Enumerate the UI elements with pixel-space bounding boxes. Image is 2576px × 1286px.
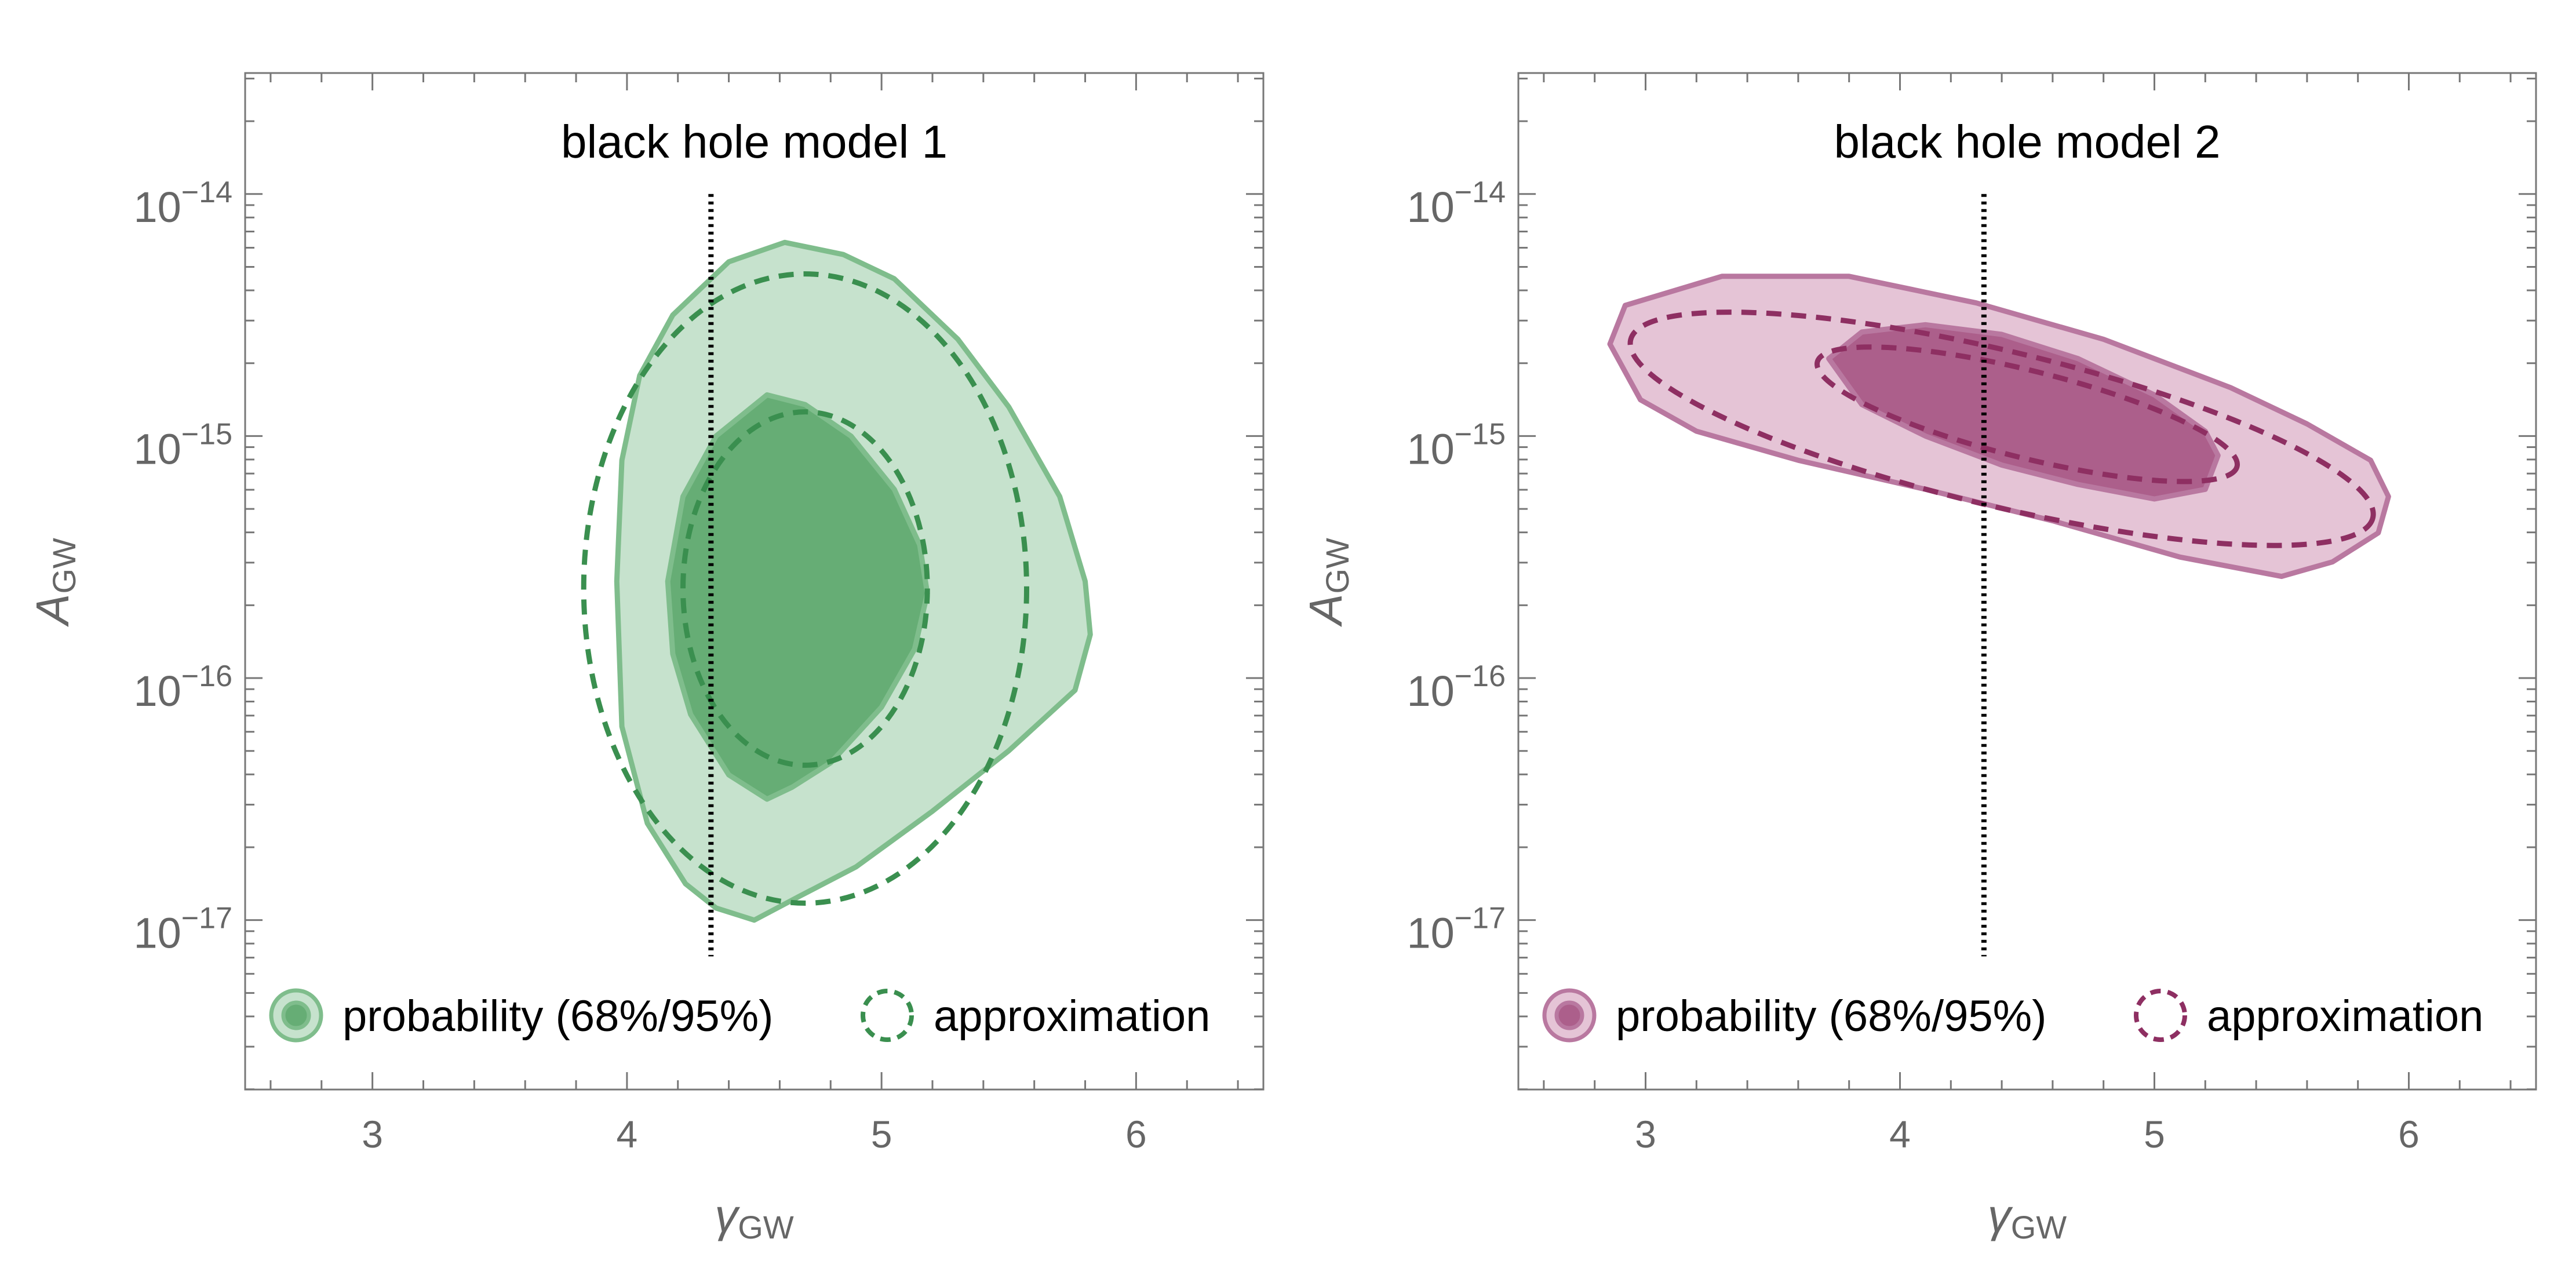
x-tick-label: 3 xyxy=(362,1113,383,1156)
legend-approximation-swatch xyxy=(861,989,914,1042)
x-axis-label: γGW xyxy=(1988,1190,2067,1245)
chart-title: black hole model 2 xyxy=(1834,116,2220,167)
x-tick-label: 5 xyxy=(2144,1113,2165,1156)
x-tick-label: 4 xyxy=(1889,1113,1911,1156)
legend-probability-label: probability (68%/95%) xyxy=(1616,992,2047,1041)
chart-title: black hole model 1 xyxy=(561,116,948,167)
y-tick-label: 10−15 xyxy=(133,417,232,473)
legend: probability (68%/95%) approximation xyxy=(269,988,1210,1043)
legend-probability-label: probability (68%/95%) xyxy=(343,992,774,1041)
approximation-95-ellipse xyxy=(581,271,1029,906)
legend-approximation-label: approximation xyxy=(934,992,1210,1041)
legend-approximation-swatch xyxy=(2134,989,2187,1042)
x-tick-label: 3 xyxy=(1635,1113,1656,1156)
plot-frame xyxy=(1517,72,2537,1091)
plot-frame xyxy=(244,72,1265,1091)
data-layer xyxy=(581,239,1093,923)
approximation-68-ellipse xyxy=(1814,344,2240,484)
y-axis-label: AGW xyxy=(27,538,82,627)
legend: probability (68%/95%) approximation xyxy=(1542,988,2483,1043)
y-tick-label: 10−17 xyxy=(133,902,232,957)
panel-black-hole-model-1: 3 4 5 6 10−14 10−15 10−16 10−17 γGW AGW black hole… xyxy=(27,72,1265,1245)
x-tick-label: 5 xyxy=(871,1113,892,1156)
x-tick-label: 6 xyxy=(1125,1113,1147,1156)
y-axis-label: AGW xyxy=(1300,538,1356,627)
x-axis-label: γGW xyxy=(715,1190,794,1245)
legend-approximation-label: approximation xyxy=(2207,992,2483,1041)
y-tick-label: 10−17 xyxy=(1407,902,1506,957)
probability-68-region xyxy=(1826,322,2221,502)
y-tick-label: 10−14 xyxy=(1407,176,1506,231)
panel-black-hole-model-2: 3 4 5 6 10−14 10−15 10−16 10−17 γGW AGW black hole… xyxy=(1300,72,2537,1245)
x-tick-label: 4 xyxy=(617,1113,638,1156)
probability-68-region xyxy=(665,392,930,802)
x-tick-label: 6 xyxy=(2398,1113,2420,1156)
legend-probability-swatch-inner xyxy=(281,1000,311,1030)
y-tick-label: 10−16 xyxy=(1407,660,1506,715)
approximation-68-ellipse xyxy=(680,409,930,768)
y-tick-label: 10−14 xyxy=(133,176,232,231)
y-tick-label: 10−15 xyxy=(1407,417,1506,473)
data-layer xyxy=(1607,274,2391,580)
y-tick-label: 10−16 xyxy=(133,660,232,715)
legend-probability-swatch-inner xyxy=(1554,1000,1584,1030)
